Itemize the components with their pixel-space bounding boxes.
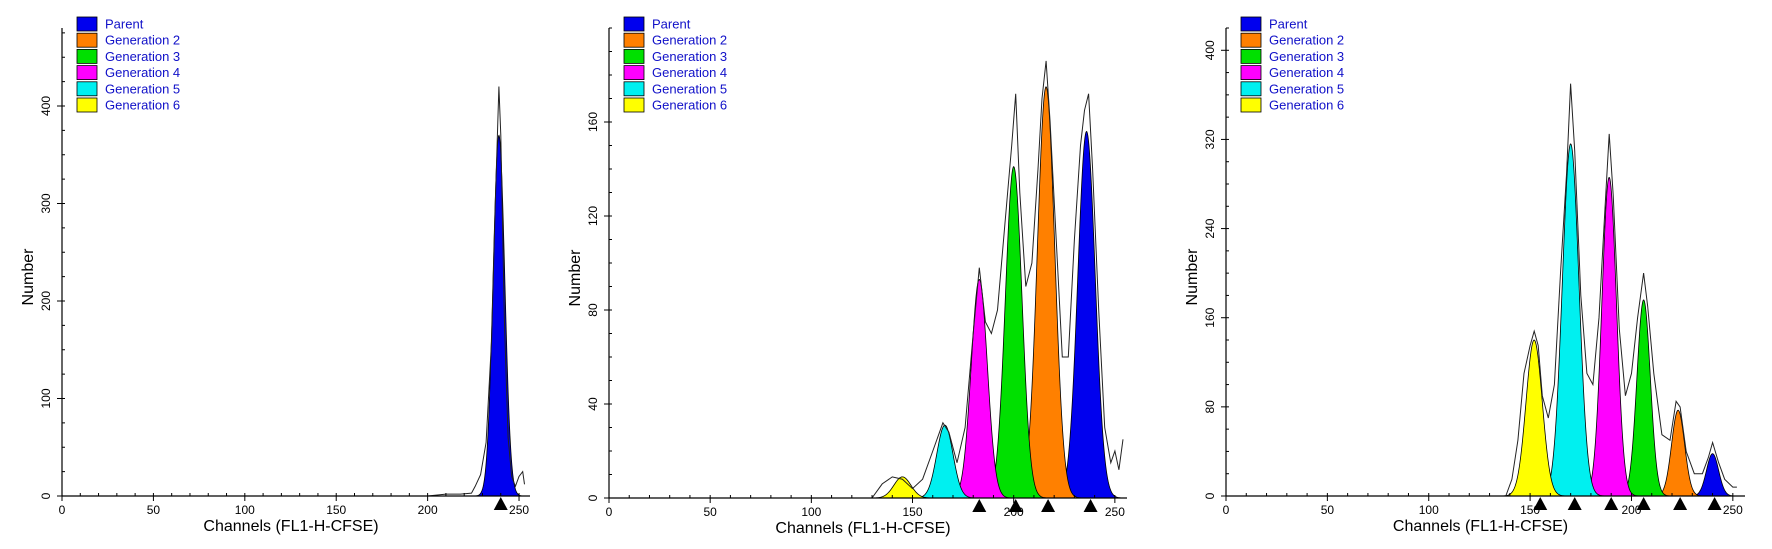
peak-generation-6 xyxy=(1499,339,1569,497)
histogram-panel-parent-only: 0 50 100 150 200 250 0 100 200 300 400 Channels (FL… xyxy=(20,16,530,535)
legend-label: Parent xyxy=(105,17,144,32)
x-axis-title: Channels (FL1-H-CFSE) xyxy=(775,520,950,537)
legend-label: Generation 6 xyxy=(105,98,180,113)
legend-swatch xyxy=(623,16,645,32)
gate-marker-icon xyxy=(493,497,508,510)
legend-swatch xyxy=(623,97,645,113)
y-tick-label: 200 xyxy=(39,291,53,311)
y-tick-label: 40 xyxy=(586,397,600,411)
legend-swatch xyxy=(623,65,645,80)
x-tick-label: 100 xyxy=(801,505,821,519)
legend-swatch xyxy=(76,32,98,48)
legend-swatch xyxy=(1240,81,1262,97)
legend-label: Generation 4 xyxy=(1269,65,1344,80)
y-tick-label: 80 xyxy=(1203,400,1217,414)
legend-label: Generation 3 xyxy=(652,49,727,64)
legend-label: Generation 6 xyxy=(652,98,727,113)
y-tick-label: 100 xyxy=(39,388,53,408)
legend-label: Generation 3 xyxy=(1269,49,1344,64)
legend-swatch xyxy=(1240,65,1262,80)
gate-marker-icon xyxy=(1673,497,1688,510)
gate-marker-icon xyxy=(972,499,987,512)
legend-label: Generation 2 xyxy=(105,33,180,48)
legend-label: Generation 5 xyxy=(652,81,727,96)
y-tick-label: 0 xyxy=(39,492,53,499)
legend-label: Generation 3 xyxy=(105,49,180,64)
legend-swatch xyxy=(76,16,98,32)
gate-marker-icon xyxy=(1567,497,1582,510)
raw-histogram-trace xyxy=(1505,83,1737,497)
x-tick-label: 250 xyxy=(1105,505,1125,519)
gate-marker-icon xyxy=(1604,497,1619,510)
legend-label: Parent xyxy=(1269,17,1308,32)
legend-swatch xyxy=(76,65,98,80)
x-tick-label: 50 xyxy=(1321,503,1335,517)
legend-label: Generation 5 xyxy=(105,81,180,96)
gate-marker-icon xyxy=(1707,497,1722,510)
x-tick-label: 100 xyxy=(1419,503,1439,517)
legend-swatch xyxy=(76,81,98,97)
legend-swatch xyxy=(623,81,645,97)
histogram-panel-generations-1: 05010015020025004080120160Channels (FL1-… xyxy=(567,16,1127,537)
y-tick-label: 240 xyxy=(1203,218,1217,238)
legend-swatch xyxy=(1240,32,1262,48)
y-axis-title: Number xyxy=(567,249,584,307)
legend-label: Generation 4 xyxy=(105,65,180,80)
legend-label: Generation 6 xyxy=(1269,98,1344,113)
y-tick-label: 400 xyxy=(1203,40,1217,60)
x-tick-label: 0 xyxy=(59,503,66,517)
x-tick-label: 250 xyxy=(1723,503,1743,517)
x-axis-title: Channels (FL1-H-CFSE) xyxy=(1393,518,1568,535)
x-tick-label: 250 xyxy=(509,503,529,517)
x-tick-label: 0 xyxy=(1223,503,1230,517)
y-tick-label: 320 xyxy=(1203,129,1217,149)
x-tick-label: 0 xyxy=(606,505,613,519)
legend-swatch xyxy=(76,97,98,113)
raw-histogram-trace xyxy=(427,86,525,497)
y-tick-label: 160 xyxy=(1203,307,1217,327)
peak-generation-4 xyxy=(1578,177,1640,497)
legend-swatch xyxy=(1240,97,1262,113)
y-axis-title: Number xyxy=(20,248,37,306)
y-tick-label: 160 xyxy=(586,112,600,132)
x-tick-label: 100 xyxy=(235,503,255,517)
legend-label: Generation 4 xyxy=(652,65,727,80)
legend-swatch xyxy=(623,49,645,64)
legend-label: Generation 2 xyxy=(1269,33,1344,48)
gate-marker-icon xyxy=(1636,497,1651,510)
y-axis-title: Number xyxy=(1184,248,1201,306)
x-axis-title: Channels (FL1-H-CFSE) xyxy=(203,518,378,535)
y-tick-label: 120 xyxy=(586,206,600,226)
legend-label: Parent xyxy=(652,17,691,32)
y-tick-label: 0 xyxy=(1203,492,1217,499)
x-tick-label: 150 xyxy=(326,503,346,517)
y-tick-label: 400 xyxy=(39,96,53,116)
x-tick-label: 50 xyxy=(703,505,717,519)
gate-marker-icon xyxy=(1533,497,1548,510)
legend-swatch xyxy=(623,32,645,48)
x-tick-label: 200 xyxy=(418,503,438,517)
gate-marker-icon xyxy=(1008,499,1023,512)
legend-swatch xyxy=(76,49,98,64)
x-tick-label: 200 xyxy=(1621,503,1641,517)
legend-swatch xyxy=(1240,16,1262,32)
gate-marker-icon xyxy=(1041,499,1056,512)
y-tick-label: 80 xyxy=(586,303,600,317)
peak-parent xyxy=(473,134,524,497)
x-tick-label: 150 xyxy=(903,505,923,519)
legend-label: Generation 2 xyxy=(652,33,727,48)
y-tick-label: 300 xyxy=(39,193,53,213)
legend-swatch xyxy=(1240,49,1262,64)
raw-histogram-trace xyxy=(871,60,1124,499)
peak-parent xyxy=(1686,453,1739,497)
gate-marker-icon xyxy=(1083,499,1098,512)
x-tick-label: 50 xyxy=(147,503,161,517)
legend-label: Generation 5 xyxy=(1269,81,1344,96)
y-tick-label: 0 xyxy=(586,494,600,501)
